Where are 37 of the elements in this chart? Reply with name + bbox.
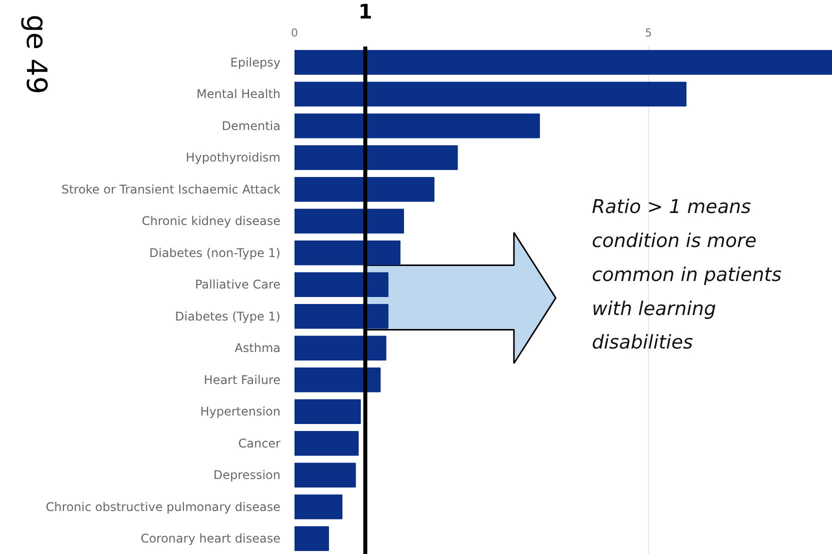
y-tick-label: Asthma [234,341,281,356]
y-tick-label: Chronic kidney disease [142,214,281,228]
bar [294,176,434,202]
y-tick-label: Epilepsy [230,55,281,70]
bar [294,462,356,488]
bar [294,336,386,361]
y-tick-label: Palliative Care [194,278,280,292]
bar [294,208,404,234]
annotation: Ratio > 1 means condition is more common in patients with learning disabilities [592,196,782,354]
y-tick-label: Coronary heart disease [140,532,281,546]
y-tick-label: Heart Failure [204,372,281,387]
text: ge 49 [20,14,53,94]
bar [294,145,458,170]
ref-line-label: 1 [358,0,372,24]
y-tick-label: Dementia [222,118,281,133]
y-tick-label: Diabetes (non-Type 1) [149,246,281,260]
bar [294,526,329,552]
bar [294,82,686,107]
bar [294,113,540,138]
y-tick-label: Chronic obstructive pulmonary disease [46,500,281,514]
bar [294,399,361,424]
y-tick-label: Stroke or Transient Ischaemic Attack [61,182,281,196]
bar [294,304,388,329]
y-tick-label: Mental Health [196,87,280,102]
y-tick-label: Diabetes (Type 1) [175,309,281,324]
bar [294,494,342,520]
y-tick-label: Depression [213,468,280,482]
x-tick-label: 0 [291,26,298,40]
y-tick-label: Hypothyroidism [186,150,280,165]
bar [294,240,400,266]
bar [294,367,381,392]
bar [294,272,388,298]
y-tick-label: Cancer [238,436,281,450]
y-tick-label: Hypertension [200,404,281,419]
bar [294,430,359,456]
bar [294,50,832,75]
x-tick-label: 5 [644,26,652,40]
